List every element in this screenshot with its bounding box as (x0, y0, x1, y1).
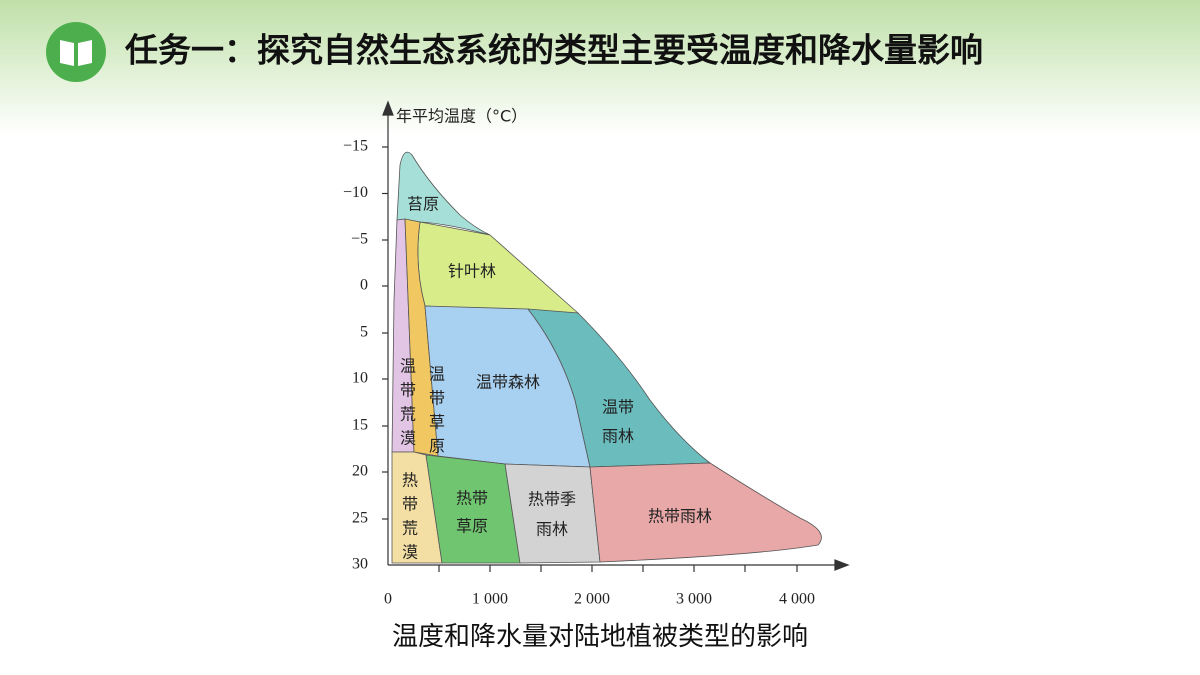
region-label: 温 (400, 357, 416, 376)
y-arrow (382, 100, 394, 116)
x-tick-labels: 0 1 000 2 000 3 000 4 000 (384, 591, 815, 608)
region-label: 雨林 (536, 520, 568, 539)
x-tick-label: 3 000 (676, 591, 712, 608)
y-tick-label: 25 (352, 510, 368, 527)
x-tick-label: 4 000 (779, 591, 815, 608)
x-tick-label: 1 000 (472, 591, 508, 608)
region-temperate-rainforest (527, 308, 712, 468)
region-label: 原 (429, 437, 445, 456)
y-tick-label: 15 (352, 417, 368, 434)
region-label: 温 (429, 365, 445, 384)
region-label: 荒 (400, 405, 416, 424)
y-tick-label: 0 (360, 277, 368, 294)
header-title: 任务一：探究自然生态系统的类型主要受温度和降水量影响 (125, 31, 983, 70)
x-arrow (834, 559, 850, 571)
region-label: 苔原 (407, 195, 439, 214)
y-tick-label: −10 (343, 184, 368, 201)
y-tick-label: 20 (352, 463, 368, 480)
region-label: 漠 (400, 429, 416, 448)
region-label: 热带季 (528, 490, 576, 509)
y-tick-label: 5 (360, 324, 368, 341)
axes (382, 100, 850, 572)
y-axis-label: 年平均温度（°C） (396, 107, 527, 126)
y-tick-label: −15 (343, 138, 368, 155)
region-label: 热 (402, 471, 418, 490)
region-label: 漠 (402, 543, 418, 562)
x-tick-label: 2 000 (574, 591, 610, 608)
header-icon (46, 22, 106, 82)
y-tick-label: −5 (351, 231, 368, 248)
biome-regions (391, 151, 822, 564)
book-icon (60, 40, 92, 66)
region-tropical-rainforest (589, 462, 822, 563)
region-label: 热带 (456, 489, 488, 508)
caption: 温度和降水量对陆地植被类型的影响 (392, 622, 808, 652)
region-label: 带 (429, 389, 445, 408)
region-label: 温带 (602, 398, 634, 417)
region-label: 针叶林 (448, 262, 496, 281)
x-tick-marks (438, 565, 798, 572)
y-tick-label: 30 (352, 556, 368, 573)
region-label: 草原 (456, 517, 488, 536)
region-tundra (396, 151, 491, 236)
region-label: 带 (400, 381, 416, 400)
region-label: 荒 (402, 519, 418, 538)
y-tick-labels: −15 −10 −5 0 5 10 15 20 25 30 (343, 138, 368, 573)
region-seasonal-forest (504, 463, 601, 564)
region-label: 带 (402, 495, 418, 514)
y-tick-marks (382, 146, 388, 520)
region-label: 热带雨林 (648, 507, 712, 526)
region-conifer (417, 221, 580, 314)
region-label: 雨林 (602, 427, 634, 446)
region-label: 温带森林 (476, 373, 540, 392)
region-label: 草 (429, 413, 445, 432)
y-tick-label: 10 (352, 370, 368, 387)
header-band (0, 0, 1200, 135)
x-tick-label: 0 (384, 591, 392, 608)
